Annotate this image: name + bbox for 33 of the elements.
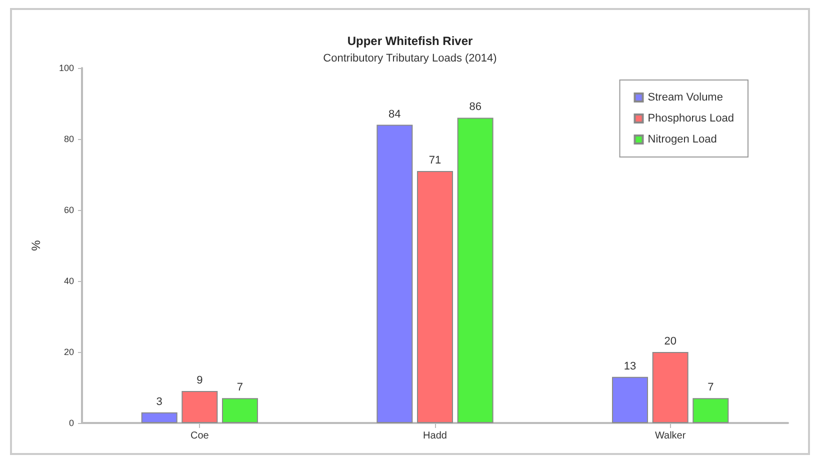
- data-label: 7: [708, 382, 714, 394]
- legend-label: Stream Volume: [648, 92, 723, 104]
- chart-title: Upper Whitefish River: [347, 34, 473, 48]
- bar: [376, 124, 413, 423]
- x-tick-label: Hadd: [423, 430, 447, 442]
- chart-subtitle: Contributory Tributary Loads (2014): [323, 52, 497, 64]
- data-label: 3: [156, 396, 162, 408]
- data-label: 9: [196, 374, 203, 387]
- bar: [141, 412, 178, 423]
- bar: [612, 376, 648, 423]
- bar: [692, 398, 729, 423]
- y-tick-label: 80: [64, 134, 74, 144]
- legend-label: Nitrogen Load: [648, 134, 717, 146]
- x-tick-label: Coe: [190, 430, 210, 442]
- data-label: 13: [624, 360, 636, 372]
- bar: [222, 398, 258, 423]
- data-label: 84: [388, 108, 401, 120]
- bar: [457, 118, 494, 423]
- legend-label: Phosphorus Load: [648, 112, 734, 124]
- y-tick-label: 100: [58, 63, 74, 73]
- data-label: 71: [428, 154, 442, 166]
- data-label: 7: [236, 382, 244, 394]
- y-tick-label: 60: [64, 205, 74, 215]
- bar: [652, 352, 688, 423]
- y-tick-label: 40: [64, 276, 74, 286]
- data-label: 86: [469, 101, 482, 114]
- y-tick-label: 20: [64, 347, 74, 357]
- y-axis-title: %: [29, 240, 43, 251]
- data-label: 20: [664, 336, 676, 348]
- bar: [417, 170, 453, 423]
- y-tick-label: 0: [68, 418, 74, 428]
- bar: [182, 391, 218, 423]
- x-tick-label: Walker: [654, 430, 686, 442]
